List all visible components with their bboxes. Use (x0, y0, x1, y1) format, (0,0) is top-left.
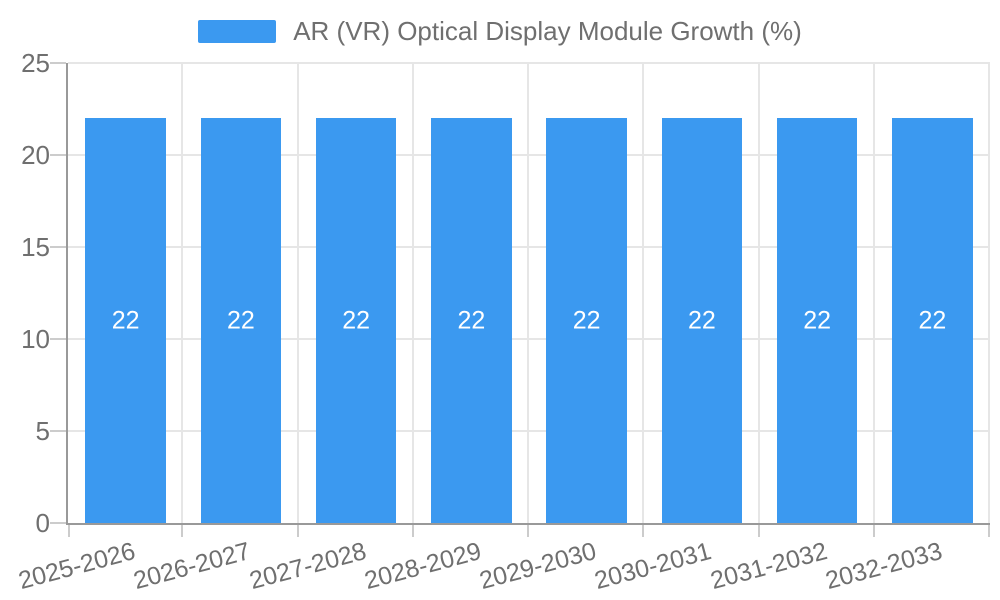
x-axis-label: 2027-2028 (246, 537, 369, 596)
legend-label: AR (VR) Optical Display Module Growth (%… (293, 16, 802, 46)
bar-value-label: 22 (111, 306, 140, 335)
x-axis-tick (872, 525, 875, 537)
x-axis-label: 2029-2030 (476, 537, 600, 596)
x-axis-tick (181, 525, 184, 537)
x-axis-label: 2032-2033 (822, 537, 946, 596)
x-axis-tick (296, 525, 299, 537)
bar-value-label: 22 (918, 306, 947, 335)
gridline-horizontal (68, 62, 990, 64)
gridline-horizontal (68, 430, 990, 432)
y-axis-tick (50, 62, 66, 64)
bar-value-label: 22 (572, 306, 601, 335)
bar-value-label: 22 (342, 306, 371, 335)
gridline-vertical (296, 63, 299, 523)
y-axis-label: 20 (21, 140, 50, 170)
bar-value-label: 22 (457, 306, 486, 335)
x-axis-tick (68, 525, 70, 537)
legend: AR (VR) Optical Display Module Growth (%… (0, 18, 1000, 44)
x-axis-tick (757, 525, 760, 537)
bar[interactable]: 22 (315, 118, 397, 523)
y-axis-tick (50, 338, 66, 340)
bar[interactable]: 22 (431, 118, 512, 523)
bar[interactable]: 22 (892, 118, 973, 523)
x-axis-label: 2030-2031 (591, 537, 715, 596)
gridline-vertical (642, 63, 645, 523)
bar[interactable]: 22 (776, 118, 858, 523)
gridline-horizontal (68, 154, 990, 156)
bar-value-label: 22 (803, 306, 832, 335)
y-axis-tick (50, 154, 66, 156)
x-axis-line (66, 523, 990, 525)
legend-swatch-icon (198, 19, 277, 43)
y-axis-tick (50, 246, 66, 248)
y-axis-label: 25 (21, 48, 50, 78)
x-axis-label: 2028-2029 (361, 537, 485, 596)
bar-value-label: 22 (226, 306, 255, 335)
gridline-horizontal (68, 338, 990, 340)
gridline-vertical (411, 63, 414, 523)
x-axis-label: 2031-2032 (707, 537, 830, 596)
x-axis-tick (988, 525, 990, 537)
bar-value-label: 22 (687, 306, 716, 335)
bar[interactable]: 22 (200, 118, 282, 523)
gridline-vertical (181, 63, 184, 523)
gridline-vertical (757, 63, 760, 523)
y-axis-tick (50, 522, 66, 524)
bar[interactable]: 22 (661, 118, 743, 523)
bar[interactable]: 22 (85, 118, 166, 523)
x-axis-tick (642, 525, 645, 537)
gridline-horizontal (68, 246, 990, 248)
gridline-vertical (527, 63, 529, 523)
y-axis-label: 5 (35, 416, 50, 446)
bar[interactable]: 22 (546, 118, 627, 523)
gridline-vertical (988, 63, 990, 523)
x-axis-label: 2025-2026 (15, 537, 139, 596)
x-axis-tick (527, 525, 529, 537)
y-axis-label: 0 (35, 508, 50, 538)
legend-item[interactable]: AR (VR) Optical Display Module Growth (%… (198, 18, 802, 44)
y-axis-tick (50, 430, 66, 432)
y-axis-label: 10 (21, 324, 50, 354)
x-axis-label: 2026-2027 (130, 537, 254, 596)
gridline-vertical (872, 63, 875, 523)
x-axis-tick (411, 525, 414, 537)
y-axis-line (66, 63, 68, 525)
y-axis-label: 15 (21, 232, 50, 262)
plot-area: 22 22 22 22 22 22 22 22 (50, 62, 990, 537)
